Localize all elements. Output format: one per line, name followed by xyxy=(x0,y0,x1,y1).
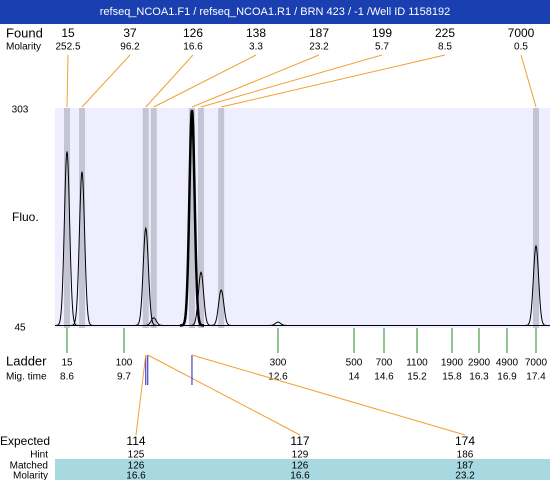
found-band xyxy=(533,108,539,328)
ladder-size: 100 xyxy=(116,358,133,369)
match-leader xyxy=(135,354,147,436)
found-band xyxy=(188,108,195,328)
expected-hint: 129 xyxy=(292,450,309,461)
found-band xyxy=(142,108,149,328)
peak xyxy=(133,226,158,326)
found-molarity: 3.3 xyxy=(249,42,263,53)
ladder-size: 500 xyxy=(346,358,363,369)
ladder-size: 7000 xyxy=(525,358,548,369)
found-band xyxy=(198,108,204,328)
ladder-size: 15 xyxy=(61,358,73,369)
row-label: Expected xyxy=(0,434,50,448)
plot-area xyxy=(55,108,550,328)
ladder-size: 1100 xyxy=(406,358,428,369)
found-band xyxy=(64,108,70,328)
ladder-time: 8.6 xyxy=(60,372,74,383)
title-bar xyxy=(0,0,550,24)
mig-time-label: Mig. time xyxy=(6,372,47,383)
match-leader xyxy=(147,354,301,436)
leader-line xyxy=(66,54,69,108)
expected-hint: 186 xyxy=(457,450,474,461)
expected-molarity: 16.6 xyxy=(290,471,310,480)
row-label: Matched xyxy=(10,461,48,472)
ladder-time: 14.6 xyxy=(374,372,394,383)
peak xyxy=(55,151,79,326)
found-molarity: 8.5 xyxy=(438,42,452,53)
found-size: 225 xyxy=(435,26,455,40)
ladder-size: 1900 xyxy=(441,358,464,369)
found-size: 199 xyxy=(372,26,392,40)
expected-molarity: 23.2 xyxy=(455,471,475,480)
expected-expected: 117 xyxy=(290,434,309,448)
peak xyxy=(209,289,234,326)
found-label: Found xyxy=(6,25,43,40)
ladder-label: Ladder xyxy=(6,353,47,368)
ladder-time: 16.9 xyxy=(497,372,517,383)
ladder-time: 12.6 xyxy=(268,372,288,383)
row-label: Molarity xyxy=(13,471,48,480)
found-molarity: 96.2 xyxy=(120,42,140,53)
found-molarity: 5.7 xyxy=(375,42,389,53)
match-leader xyxy=(191,354,466,436)
found-size: 138 xyxy=(246,26,266,40)
ladder-time: 15.8 xyxy=(442,372,462,383)
y-axis-label: Fluo. xyxy=(12,210,39,224)
found-molarity: 16.6 xyxy=(183,42,203,53)
leader-line xyxy=(191,54,320,108)
leader-line xyxy=(145,54,194,108)
ladder-size: 2900 xyxy=(468,358,491,369)
row-label: Hint xyxy=(30,450,48,461)
ladder-time: 17.4 xyxy=(526,372,546,383)
matched-band xyxy=(55,459,550,480)
ladder-time: 15.2 xyxy=(407,372,427,383)
leader-line xyxy=(153,54,257,108)
ladder-time: 16.3 xyxy=(469,372,489,383)
found-size: 15 xyxy=(61,26,75,40)
ladder-size: 300 xyxy=(270,358,287,369)
found-molarity: 252.5 xyxy=(55,42,80,53)
peak xyxy=(180,109,204,327)
ladder-size: 4900 xyxy=(496,358,519,369)
expected-matched: 187 xyxy=(457,461,474,472)
expected-matched: 126 xyxy=(292,461,309,472)
found-size: 7000 xyxy=(508,26,535,40)
expected-expected: 114 xyxy=(126,434,145,448)
found-band xyxy=(79,108,86,328)
leader-line xyxy=(221,54,446,108)
leader-line xyxy=(200,54,383,108)
expected-molarity: 16.6 xyxy=(126,471,146,480)
molarity-label: Molarity xyxy=(6,42,41,53)
y-tick-label: 303 xyxy=(12,105,29,116)
found-molarity: 23.2 xyxy=(309,42,329,53)
ladder-time: 14 xyxy=(348,372,360,383)
found-size: 37 xyxy=(123,26,137,40)
leader-line xyxy=(520,54,537,108)
expected-hint: 125 xyxy=(128,450,145,461)
peak xyxy=(524,244,548,326)
peak xyxy=(266,321,290,326)
title: refseq_NCOA1.F1 / refseq_NCOA1.R1 / BRN … xyxy=(100,6,451,18)
peak xyxy=(70,171,94,326)
found-size: 187 xyxy=(309,26,329,40)
expected-expected: 174 xyxy=(455,434,475,448)
found-band xyxy=(218,108,225,328)
leader-line xyxy=(81,54,131,108)
found-size: 126 xyxy=(183,26,203,40)
y-tick-label: 45 xyxy=(14,323,26,334)
peak xyxy=(141,317,166,326)
found-band xyxy=(150,108,157,328)
ladder-size: 700 xyxy=(376,358,393,369)
expected-matched: 126 xyxy=(128,461,145,472)
ladder-time: 9.7 xyxy=(117,372,131,383)
peak xyxy=(189,271,213,326)
found-molarity: 0.5 xyxy=(514,42,528,53)
